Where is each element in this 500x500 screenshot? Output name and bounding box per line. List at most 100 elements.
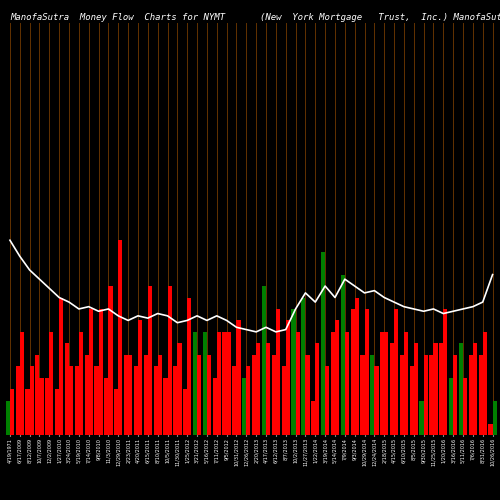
Bar: [164, 378, 168, 435]
Text: (New  York Mortgage   Trust,  Inc.) ManofaSutra.com: (New York Mortgage Trust, Inc.) ManofaSu…: [260, 12, 500, 22]
Bar: [246, 366, 250, 435]
Bar: [10, 389, 14, 435]
Bar: [354, 298, 359, 435]
Bar: [390, 344, 394, 435]
Bar: [384, 332, 388, 435]
Bar: [193, 332, 197, 435]
Bar: [272, 355, 276, 435]
Bar: [404, 332, 408, 435]
Bar: [30, 366, 34, 435]
Bar: [74, 366, 79, 435]
Bar: [473, 344, 477, 435]
Bar: [36, 355, 40, 435]
Bar: [463, 378, 467, 435]
Bar: [482, 332, 487, 435]
Bar: [321, 252, 325, 435]
Text: ManofaSutra  Money Flow  Charts for NYMT: ManofaSutra Money Flow Charts for NYMT: [10, 12, 225, 22]
Bar: [400, 355, 404, 435]
Bar: [26, 389, 30, 435]
Bar: [178, 344, 182, 435]
Bar: [197, 355, 201, 435]
Bar: [69, 366, 73, 435]
Bar: [148, 286, 152, 435]
Bar: [459, 344, 463, 435]
Bar: [449, 378, 453, 435]
Bar: [65, 344, 69, 435]
Bar: [492, 400, 496, 435]
Bar: [410, 366, 414, 435]
Bar: [98, 309, 102, 435]
Bar: [183, 389, 187, 435]
Bar: [325, 366, 330, 435]
Bar: [439, 344, 444, 435]
Bar: [114, 389, 118, 435]
Bar: [311, 400, 316, 435]
Bar: [256, 344, 260, 435]
Bar: [173, 366, 178, 435]
Bar: [316, 344, 320, 435]
Bar: [6, 400, 10, 435]
Bar: [434, 344, 438, 435]
Bar: [444, 309, 448, 435]
Bar: [20, 332, 24, 435]
Bar: [84, 355, 88, 435]
Bar: [134, 366, 138, 435]
Bar: [212, 378, 217, 435]
Bar: [286, 320, 290, 435]
Bar: [50, 332, 54, 435]
Bar: [276, 309, 280, 435]
Bar: [468, 355, 473, 435]
Bar: [207, 355, 211, 435]
Bar: [340, 274, 345, 435]
Bar: [158, 355, 162, 435]
Bar: [262, 286, 266, 435]
Bar: [488, 424, 492, 435]
Bar: [374, 366, 378, 435]
Bar: [154, 366, 158, 435]
Bar: [124, 355, 128, 435]
Bar: [16, 366, 20, 435]
Bar: [306, 355, 310, 435]
Bar: [331, 332, 335, 435]
Bar: [128, 355, 132, 435]
Bar: [118, 240, 122, 435]
Bar: [236, 320, 240, 435]
Bar: [45, 378, 50, 435]
Bar: [394, 309, 398, 435]
Bar: [380, 332, 384, 435]
Bar: [88, 309, 93, 435]
Bar: [302, 298, 306, 435]
Bar: [242, 378, 246, 435]
Bar: [108, 286, 112, 435]
Bar: [430, 355, 434, 435]
Bar: [138, 320, 142, 435]
Bar: [104, 378, 108, 435]
Bar: [40, 378, 44, 435]
Bar: [232, 366, 236, 435]
Bar: [370, 355, 374, 435]
Bar: [414, 344, 418, 435]
Bar: [203, 332, 207, 435]
Bar: [345, 332, 349, 435]
Bar: [424, 355, 428, 435]
Bar: [79, 332, 83, 435]
Bar: [94, 366, 98, 435]
Bar: [217, 332, 221, 435]
Bar: [478, 355, 482, 435]
Bar: [59, 298, 64, 435]
Bar: [55, 389, 59, 435]
Bar: [168, 286, 172, 435]
Bar: [222, 332, 226, 435]
Bar: [453, 355, 458, 435]
Bar: [292, 309, 296, 435]
Bar: [226, 332, 231, 435]
Bar: [335, 320, 339, 435]
Bar: [364, 309, 368, 435]
Bar: [360, 355, 364, 435]
Bar: [282, 366, 286, 435]
Bar: [420, 400, 424, 435]
Bar: [144, 355, 148, 435]
Bar: [252, 355, 256, 435]
Bar: [350, 309, 354, 435]
Bar: [296, 332, 300, 435]
